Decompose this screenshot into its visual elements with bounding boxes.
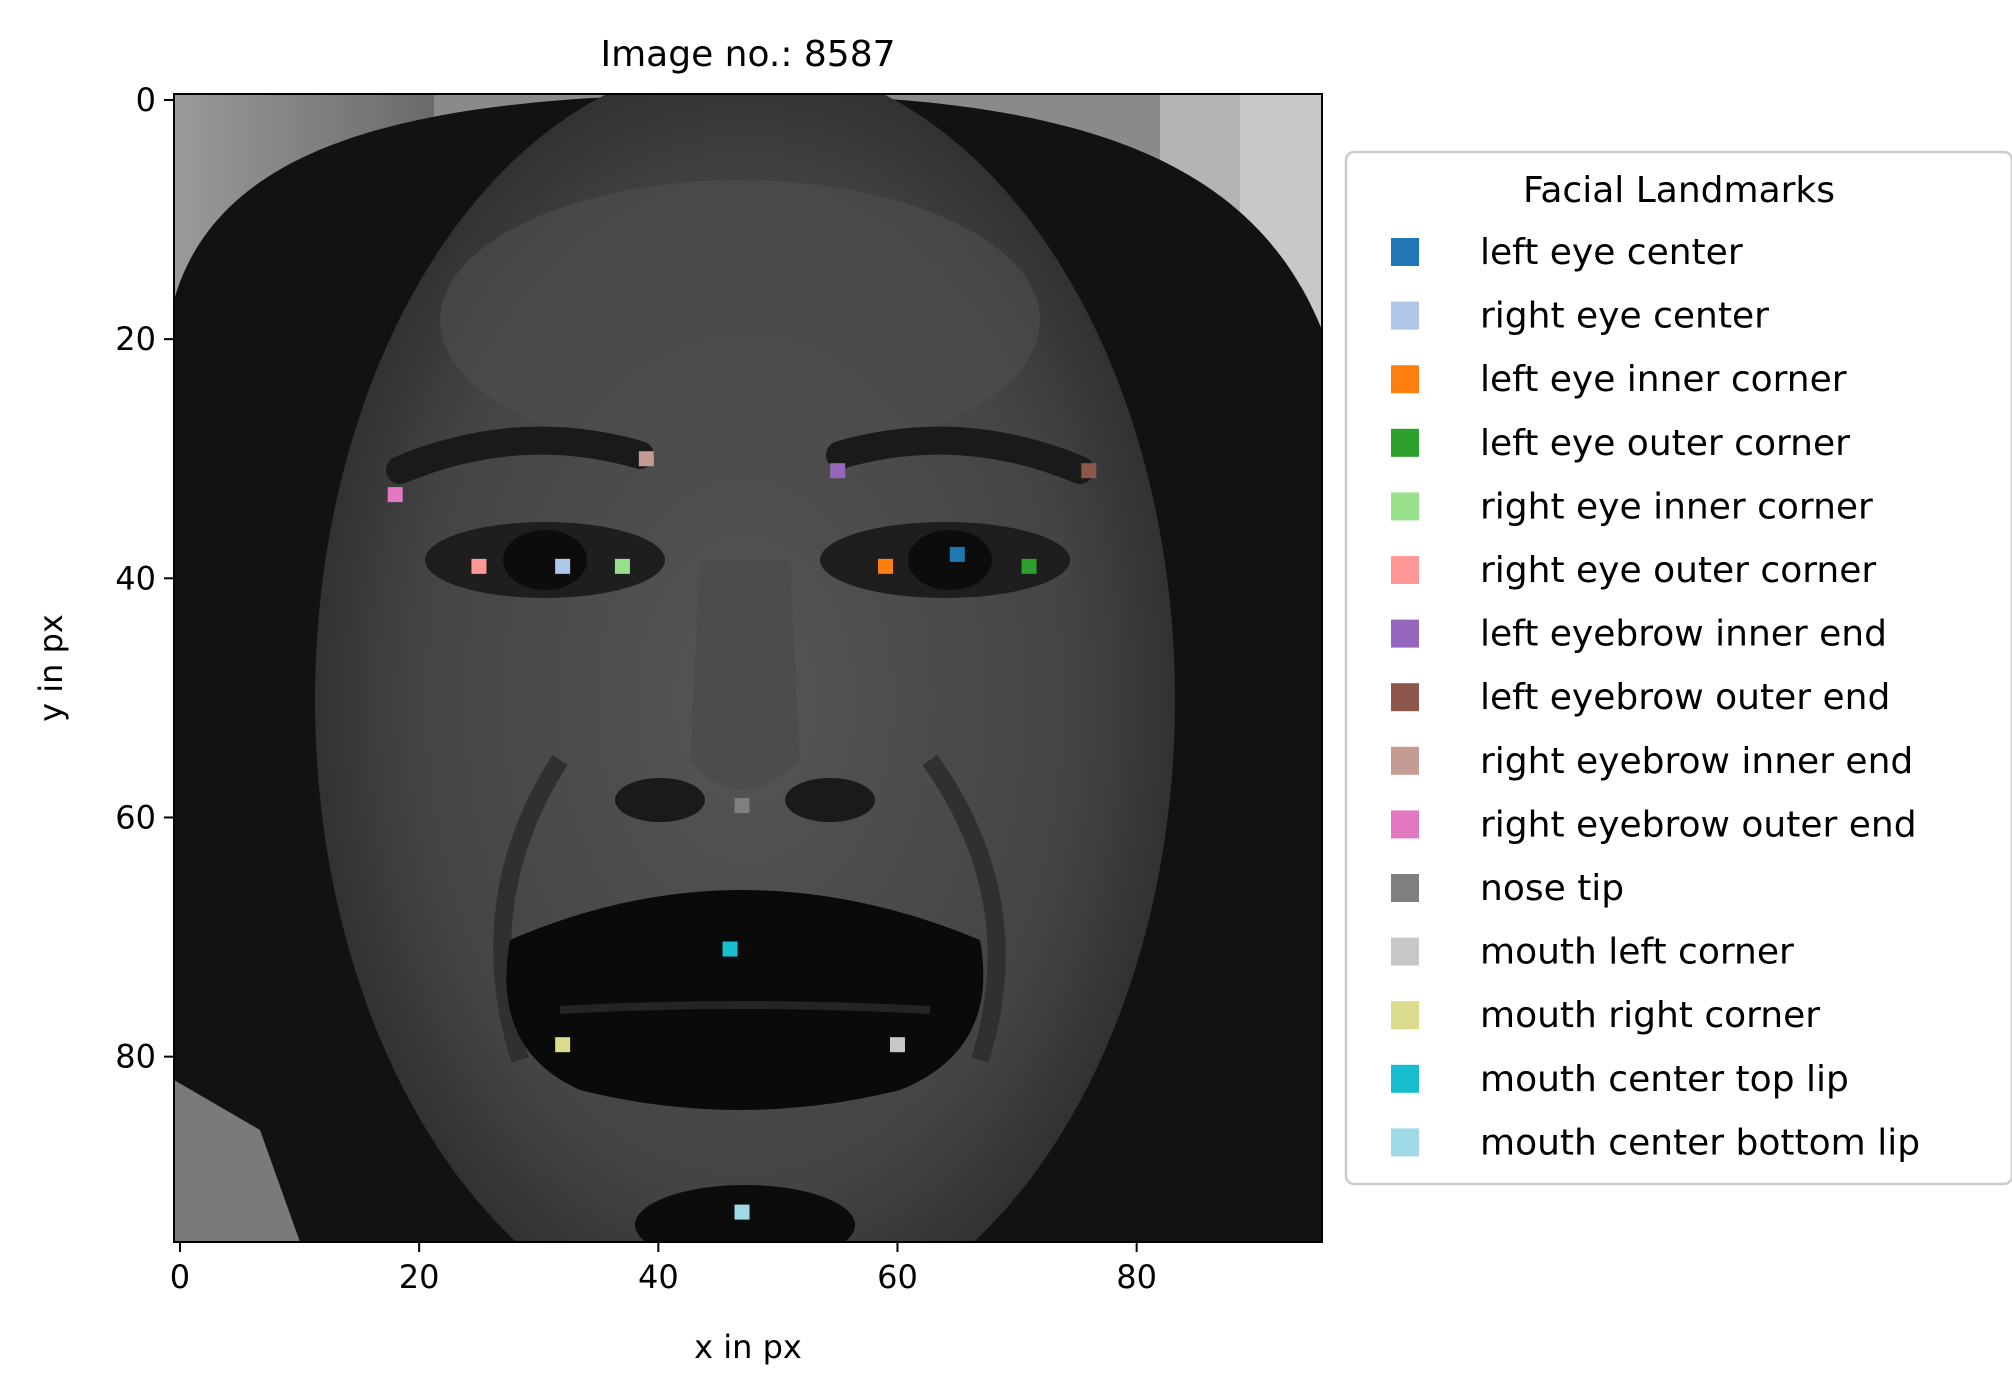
legend-swatch (1391, 937, 1419, 966)
legend-swatch (1391, 556, 1419, 584)
legend-entry-label: mouth center top lip (1480, 1059, 1849, 1100)
chart-title: Image no.: 8587 (600, 34, 895, 75)
legend-swatch (1391, 874, 1419, 902)
y-tick-label: 60 (115, 798, 156, 836)
legend-title: Facial Landmarks (1523, 170, 1835, 211)
landmark-point (878, 558, 894, 574)
landmark-point (387, 487, 403, 503)
x-tick-label: 80 (1116, 1258, 1157, 1296)
x-tick-label: 0 (170, 1258, 190, 1296)
legend-entry-label: right eye center (1480, 296, 1769, 337)
legend-box (1344, 150, 2012, 1186)
landmark-point (722, 941, 738, 957)
legend-swatch (1391, 683, 1419, 712)
landmark-point (555, 558, 571, 574)
legend-swatch (1391, 746, 1419, 775)
legend-swatch (1391, 492, 1419, 521)
y-tick-label: 20 (115, 320, 156, 358)
legend-entry-label: nose tip (1480, 868, 1624, 909)
y-tick-label: 0 (136, 81, 156, 119)
x-tick-label: 20 (399, 1258, 440, 1296)
legend-entry-label: left eye outer corner (1480, 423, 1850, 464)
landmark-point (889, 1037, 905, 1053)
legend-entry-label: right eye inner corner (1480, 486, 1873, 527)
landmark-point (830, 463, 846, 479)
landmark-point (949, 546, 965, 562)
legend-entry-label: left eye center (1480, 232, 1743, 273)
legend-entry-label: left eye inner corner (1480, 359, 1847, 400)
legend-entry-label: mouth left corner (1480, 932, 1794, 973)
legend-swatch (1391, 1001, 1419, 1030)
legend-swatch (1391, 301, 1419, 330)
legend: Facial Landmarks left eye center right ey… (1344, 150, 2012, 1186)
legend-entry-label: mouth right corner (1480, 995, 1820, 1036)
legend-swatch (1391, 619, 1419, 648)
landmark-point (1021, 558, 1037, 574)
axes-frame (173, 93, 1323, 1243)
x-tick-label: 40 (638, 1258, 679, 1296)
legend-swatch (1391, 428, 1419, 457)
y-tick-label: 80 (115, 1038, 156, 1076)
landmark-point (1081, 463, 1097, 479)
legend-entry-label: mouth center bottom lip (1480, 1122, 1920, 1163)
legend-entry-label: left eyebrow inner end (1480, 614, 1887, 655)
landmark-point (734, 798, 750, 814)
landmark-point (614, 558, 630, 574)
landmark-markers (387, 451, 1097, 1220)
landmark-point (638, 451, 654, 467)
legend-entry-label: right eyebrow inner end (1480, 741, 1913, 782)
x-tick-label: 60 (877, 1258, 918, 1296)
legend-swatch (1391, 1128, 1419, 1157)
legend-swatch (1391, 365, 1419, 394)
legend-entry-label: right eyebrow outer end (1480, 804, 1917, 845)
legend-entry-label: left eyebrow outer end (1480, 677, 1890, 718)
y-axis-label: y in px (32, 614, 70, 722)
legend-swatch (1391, 810, 1419, 839)
x-axis-label: x in px (694, 1328, 802, 1366)
axis-ticks: 0 20 40 60 80 0 20 40 60 80 (115, 81, 1157, 1296)
legend-items: left eye center right eye center left eye … (1391, 232, 1920, 1163)
legend-swatch (1391, 1064, 1419, 1093)
legend-swatch (1391, 238, 1419, 266)
legend-entry-label: right eye outer corner (1480, 550, 1876, 591)
landmark-point (734, 1204, 750, 1220)
landmark-point (471, 558, 487, 574)
face-image (174, 94, 1322, 1242)
landmark-point (555, 1037, 571, 1053)
y-tick-label: 40 (115, 559, 156, 597)
